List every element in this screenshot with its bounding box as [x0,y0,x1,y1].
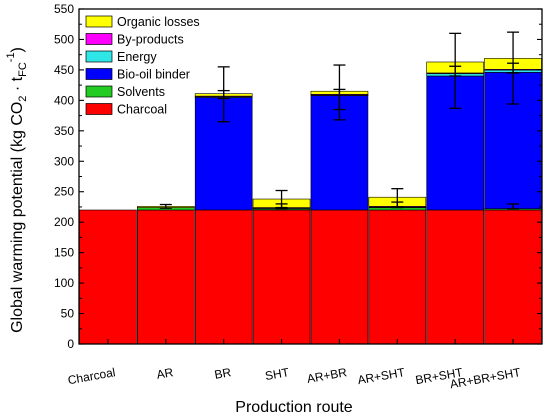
x-tick-label: Charcoal [67,365,117,387]
x-tick-label: AR+SHT [356,365,406,387]
bar-charcoal-br [194,209,253,345]
y-axis-title-close: ) [9,47,26,52]
error-bar-ar [159,203,172,209]
bar-charcoal-ar-br-sht [484,209,542,345]
y-tick-label: 300 [54,154,74,168]
error-bar-ar-sht [391,188,404,209]
y-tick-label: 400 [54,93,74,107]
error-bar-ar-br-sht [507,203,520,210]
x-tick-label: SHT [264,365,291,383]
x-tick-label: BR [213,365,232,382]
y-axis-title-sub-fc: FC [17,62,29,77]
y-axis-title-mid: · t [9,76,26,95]
error-bars [159,31,520,210]
legend-label: By-products [117,33,184,47]
bar-charcoal-br-sht [426,209,484,345]
legend-label: Solvents [117,85,165,99]
bar-charcoal-sht [252,209,311,345]
error-bar-sht [275,189,288,209]
y-tick-label: 150 [54,246,74,260]
legend-label: Charcoal [117,103,167,117]
y-tick-label: 50 [61,307,75,321]
legend-label: Energy [117,50,157,64]
x-tick-label: AR+BR [306,365,348,386]
bar-charcoal-charcoal [79,209,137,345]
bar-charcoal-ar [137,209,195,345]
y-axis-title-sup: -1 [5,52,17,62]
y-tick-label: 500 [54,32,74,46]
bars [79,58,542,345]
legend-swatch [85,68,113,80]
y-tick-label: 0 [67,337,74,351]
legend-item-energy: Energy [85,50,157,64]
y-axis-title-main: Global warming potential (kg CO [9,102,26,333]
y-tick-label: 450 [54,63,74,77]
y-axis-title: Global warming potential (kg CO2 · tFC-1… [5,47,29,333]
legend-swatch [85,103,113,115]
y-tick-label: 250 [54,185,74,199]
error-bar-ar-br-sht [507,31,520,105]
x-axis-title: Production route [235,399,353,416]
legend-item-solvents: Solvents [85,85,165,99]
y-tick-label: 100 [54,276,74,290]
legend-item-bio-oil-binder: Bio-oil binder [85,68,190,82]
legend-item-by-products: By-products [85,33,184,47]
legend-swatch [85,15,113,28]
axes: 0 50 100 150 200 250 300 350 400 450 500 550 Charcoa… [54,2,543,391]
x-tick-label: AR [155,365,174,382]
error-bar-br [217,66,230,123]
bar-charcoal-ar-sht [368,209,427,345]
y-tick-label: 350 [54,124,74,138]
y-tick-label: 200 [54,215,74,229]
legend-item-charcoal: Charcoal [85,103,167,117]
legend: Organic losses By-products Energy Bio-oil b… [85,15,200,117]
legend-item-organic-losses: Organic losses [85,15,200,29]
error-bar-br-sht [449,32,462,109]
error-bar-ar-br [333,64,346,121]
bar-charcoal-ar-br [310,209,369,345]
legend-swatch [85,50,113,63]
legend-swatch [85,33,113,45]
legend-swatch [85,85,113,98]
y-axis-title-sub-co2: 2 [17,96,29,102]
y-tick-label: 550 [54,2,74,16]
legend-label: Organic losses [117,15,200,29]
legend-label: Bio-oil binder [117,68,190,82]
